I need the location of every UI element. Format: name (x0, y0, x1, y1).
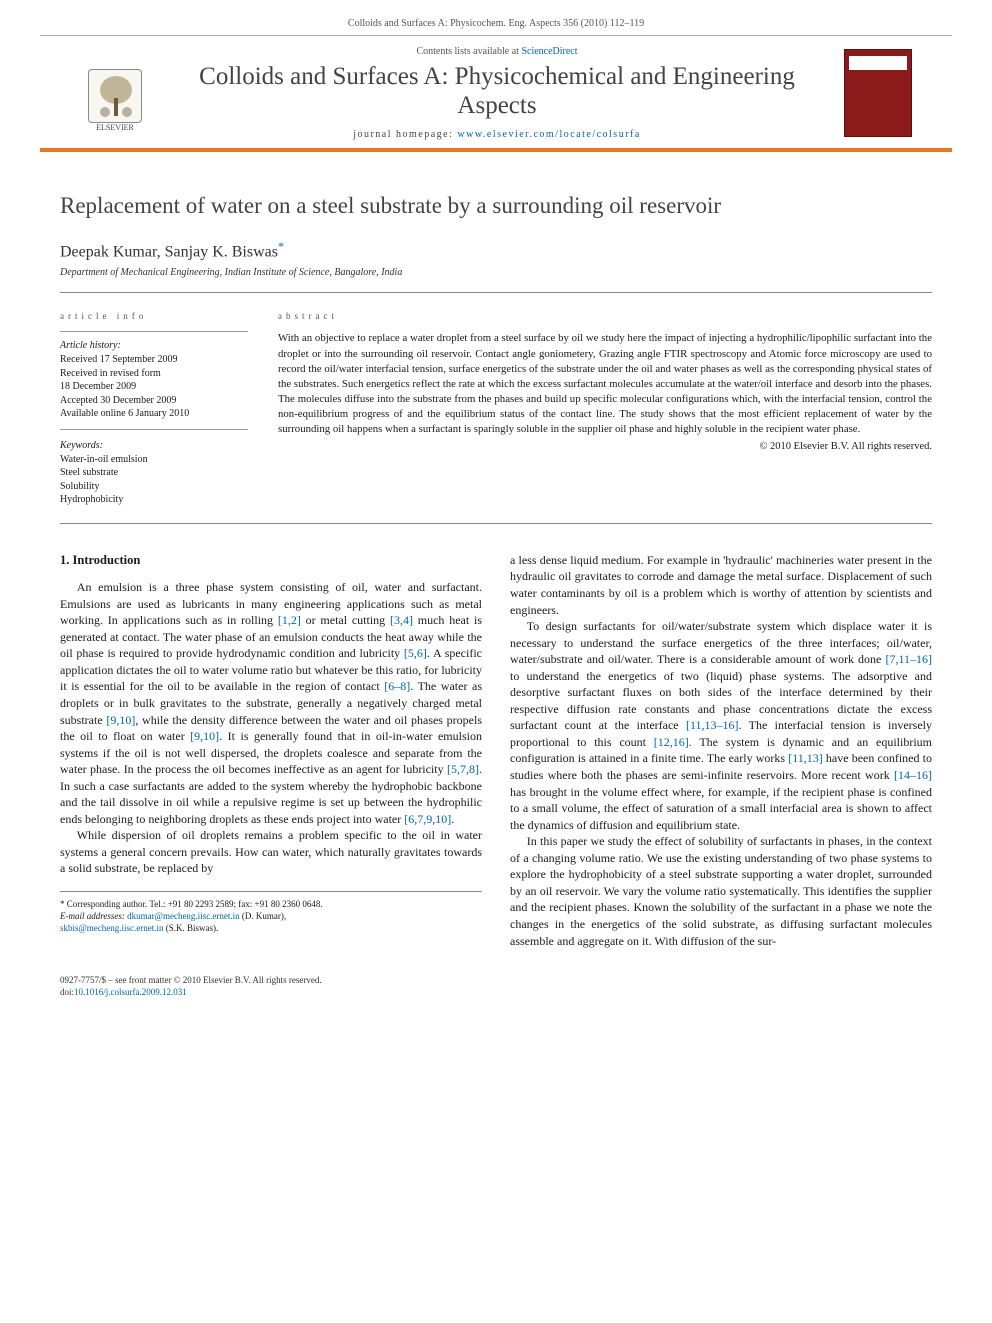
citation-link[interactable]: [14–16] (894, 768, 932, 782)
citation-link[interactable]: [7,11–16] (885, 652, 932, 666)
body-paragraph: In this paper we study the effect of sol… (510, 833, 932, 949)
journal-homepage-line: journal homepage: www.elsevier.com/locat… (166, 129, 828, 140)
article-body: Replacement of water on a steel substrat… (0, 152, 992, 970)
citation-link[interactable]: [9,10] (106, 713, 135, 727)
doi-line: doi:10.1016/j.colsurfa.2009.12.031 (60, 987, 932, 999)
email-line: skbis@mecheng.iisc.ernet.in (S.K. Biswas… (60, 922, 482, 934)
info-abstract-row: article info Article history: Received 1… (60, 311, 932, 524)
header-citation: Colloids and Surfaces A: Physicochem. En… (348, 18, 644, 29)
abstract-copyright: © 2010 Elsevier B.V. All rights reserved… (278, 441, 932, 452)
body-paragraph: To design surfactants for oil/water/subs… (510, 618, 932, 833)
history-label: Article history: (60, 340, 248, 351)
email-line: E-mail addresses: dkumar@mecheng.iisc.er… (60, 910, 482, 922)
keywords-label: Keywords: (60, 440, 248, 451)
masthead-center: Contents lists available at ScienceDirec… (166, 46, 828, 140)
body-paragraph: An emulsion is a three phase system cons… (60, 579, 482, 827)
citation-link[interactable]: [11,13] (788, 751, 823, 765)
citation-link[interactable]: [5,6] (404, 646, 427, 660)
journal-cover-thumbnail (844, 49, 912, 137)
citation-link[interactable]: [5,7,8] (447, 762, 479, 776)
issn-copyright-line: 0927-7757/$ – see front matter © 2010 El… (60, 975, 932, 987)
body-paragraph: While dispersion of oil droplets remains… (60, 827, 482, 877)
corresponding-author-note: * Corresponding author. Tel.: +91 80 229… (60, 898, 482, 910)
doi-link[interactable]: 10.1016/j.colsurfa.2009.12.031 (74, 987, 187, 997)
author-list: Deepak Kumar, Sanjay K. Biswas* (60, 239, 932, 261)
masthead: ELSEVIER Contents lists available at Sci… (40, 35, 952, 152)
abstract-text: With an objective to replace a water dro… (278, 331, 932, 437)
running-header: Colloids and Surfaces A: Physicochem. En… (0, 0, 992, 29)
citation-link[interactable]: [1,2] (278, 613, 301, 627)
body-two-column: 1. Introduction An emulsion is a three p… (60, 552, 932, 949)
history-item: Accepted 30 December 2009 (60, 394, 248, 408)
body-paragraph: a less dense liquid medium. For example … (510, 552, 932, 618)
history-item: Available online 6 January 2010 (60, 407, 248, 421)
corresponding-marker: * (278, 239, 284, 253)
publisher-name: ELSEVIER (96, 123, 134, 132)
keyword-item: Steel substrate (60, 466, 248, 480)
author-email-link[interactable]: skbis@mecheng.iisc.ernet.in (60, 923, 164, 933)
history-item: Received in revised form (60, 367, 248, 381)
author-email-link[interactable]: dkumar@mecheng.iisc.ernet.in (127, 911, 240, 921)
history-item: 18 December 2009 (60, 380, 248, 394)
publisher-logo: ELSEVIER (80, 54, 150, 132)
citation-link[interactable]: [9,10] (190, 729, 219, 743)
article-info-column: article info Article history: Received 1… (60, 311, 248, 507)
journal-homepage-link[interactable]: www.elsevier.com/locate/colsurfa (457, 129, 640, 140)
keyword-item: Solubility (60, 480, 248, 494)
history-item: Received 17 September 2009 (60, 353, 248, 367)
citation-link[interactable]: [12,16] (654, 735, 689, 749)
article-info-heading: article info (60, 311, 248, 321)
sciencedirect-link[interactable]: ScienceDirect (521, 46, 577, 57)
citation-link[interactable]: [6,7,9,10] (404, 812, 451, 826)
citation-link[interactable]: [6–8] (384, 679, 410, 693)
keyword-item: Water-in-oil emulsion (60, 453, 248, 467)
affiliation: Department of Mechanical Engineering, In… (60, 267, 932, 293)
footnote-block: * Corresponding author. Tel.: +91 80 229… (60, 891, 482, 934)
contents-available-line: Contents lists available at ScienceDirec… (166, 46, 828, 57)
citation-link[interactable]: [3,4] (390, 613, 413, 627)
citation-link[interactable]: [11,13–16] (686, 718, 739, 732)
journal-name: Colloids and Surfaces A: Physicochemical… (166, 63, 828, 121)
article-title: Replacement of water on a steel substrat… (60, 192, 932, 220)
elsevier-tree-icon (88, 69, 142, 123)
abstract-heading: abstract (278, 311, 932, 321)
section-heading: 1. Introduction (60, 552, 482, 569)
abstract-column: abstract With an objective to replace a … (278, 311, 932, 507)
page-footer: 0927-7757/$ – see front matter © 2010 El… (0, 969, 992, 1018)
keyword-item: Hydrophobicity (60, 493, 248, 507)
